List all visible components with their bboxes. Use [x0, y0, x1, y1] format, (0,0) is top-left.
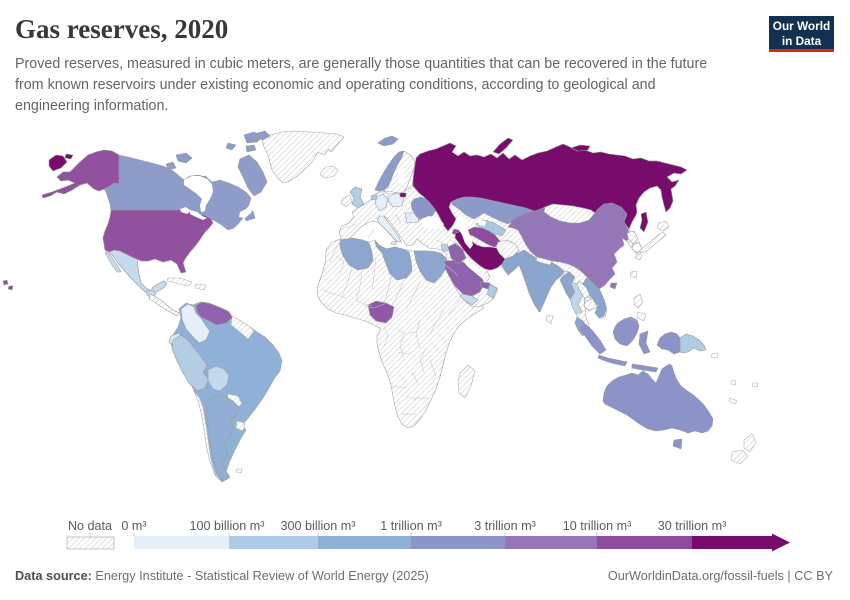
svg-text:0 m³: 0 m³ — [121, 519, 146, 533]
svg-text:300 billion m³: 300 billion m³ — [281, 519, 356, 533]
svg-text:No data: No data — [68, 519, 112, 533]
svg-text:3 trillion m³: 3 trillion m³ — [474, 519, 536, 533]
svg-text:100 billion m³: 100 billion m³ — [190, 519, 265, 533]
svg-text:10 trillion m³: 10 trillion m³ — [563, 519, 632, 533]
svg-text:30 trillion m³: 30 trillion m³ — [658, 519, 727, 533]
svg-text:1 trillion m³: 1 trillion m³ — [380, 519, 442, 533]
